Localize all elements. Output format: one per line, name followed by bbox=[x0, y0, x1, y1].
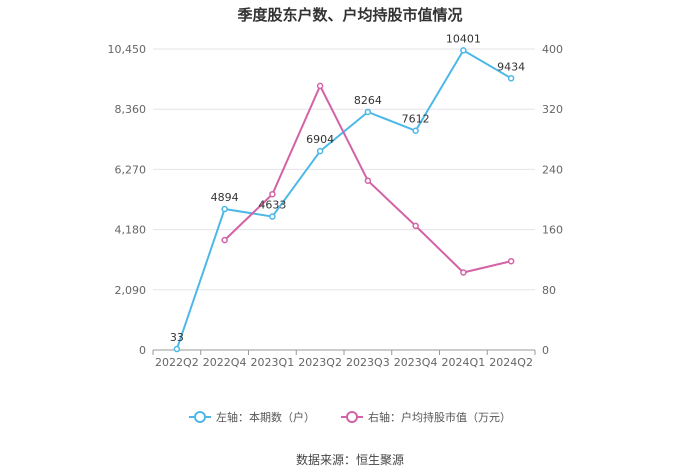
legend-item-left[interactable]: 左轴：本期数（户） bbox=[189, 409, 315, 425]
data-point-left bbox=[269, 213, 276, 220]
data-point-right bbox=[316, 82, 324, 90]
x-axis-tick-label: 2023Q3 bbox=[346, 356, 390, 369]
legend-label-left: 左轴：本期数（户） bbox=[216, 411, 315, 424]
data-labels: 33 4894 4633 6904 8264 7612 10401 9434 bbox=[170, 32, 525, 344]
x-axis-tick-label: 2022Q4 bbox=[203, 356, 247, 369]
legend-item-right[interactable]: 右轴：户均持股市值（万元） bbox=[341, 409, 511, 425]
data-label: 8264 bbox=[354, 94, 382, 107]
legend-swatch-left bbox=[189, 411, 211, 423]
x-axis-tick-label: 2023Q4 bbox=[394, 356, 438, 369]
right-axis-tick-label: 160 bbox=[542, 224, 563, 237]
legend-swatch-right bbox=[341, 411, 363, 423]
right-axis-tick-label: 400 bbox=[542, 43, 563, 56]
data-point-right bbox=[269, 190, 276, 198]
left-axis-tick-label: 8,360 bbox=[115, 103, 147, 116]
data-point-right bbox=[221, 236, 228, 244]
data-point-right bbox=[507, 257, 515, 265]
data-point-left bbox=[364, 108, 372, 116]
right-axis-tick-label: 0 bbox=[542, 344, 549, 357]
data-point-right bbox=[412, 222, 419, 230]
data-point-left bbox=[412, 127, 419, 134]
left-axis-tick-label: 10,450 bbox=[108, 43, 147, 56]
left-axis-tick-label: 2,090 bbox=[115, 284, 147, 297]
x-axis-tick-label: 2024Q2 bbox=[489, 356, 533, 369]
data-point-left bbox=[316, 147, 324, 155]
left-axis-tick-label: 0 bbox=[139, 344, 146, 357]
data-point-left bbox=[221, 205, 228, 213]
data-point-right bbox=[460, 269, 467, 276]
data-label: 4633 bbox=[258, 199, 286, 212]
data-label: 7612 bbox=[402, 113, 430, 126]
x-axis-tick-label: 2023Q1 bbox=[251, 356, 295, 369]
left-axis-tick-label: 4,180 bbox=[115, 224, 147, 237]
chart-title: 季度股东户数、户均持股市值情况 bbox=[237, 6, 463, 24]
data-label: 10401 bbox=[446, 32, 481, 45]
data-point-left bbox=[173, 345, 181, 353]
data-label: 6904 bbox=[306, 133, 334, 146]
data-label: 9434 bbox=[497, 60, 525, 73]
data-point-left bbox=[507, 75, 515, 82]
data-point-left bbox=[460, 47, 467, 54]
axes: 0 0 2,090 80 4,180 160 6,270 240 8,360 320 10,450 4… bbox=[108, 43, 564, 369]
right-axis-tick-label: 80 bbox=[542, 284, 556, 297]
data-label: 4894 bbox=[211, 191, 239, 204]
legend-label-right: 右轴：户均持股市值（万元） bbox=[368, 411, 511, 424]
x-axis-tick-label: 2022Q2 bbox=[155, 356, 199, 369]
data-label: 33 bbox=[170, 331, 184, 344]
right-axis-tick-label: 320 bbox=[542, 103, 563, 116]
data-point-right bbox=[364, 177, 372, 184]
x-axis-tick-label: 2023Q2 bbox=[298, 356, 342, 369]
right-axis-tick-label: 240 bbox=[542, 163, 563, 176]
x-axis-tick-label: 2024Q1 bbox=[442, 356, 486, 369]
series-lines bbox=[173, 47, 515, 353]
data-source: 数据来源：恒生聚源 bbox=[295, 453, 404, 467]
left-axis-tick-label: 6,270 bbox=[115, 163, 147, 176]
legend: 左轴：本期数（户） 右轴：户均持股市值（万元） bbox=[0, 409, 700, 425]
